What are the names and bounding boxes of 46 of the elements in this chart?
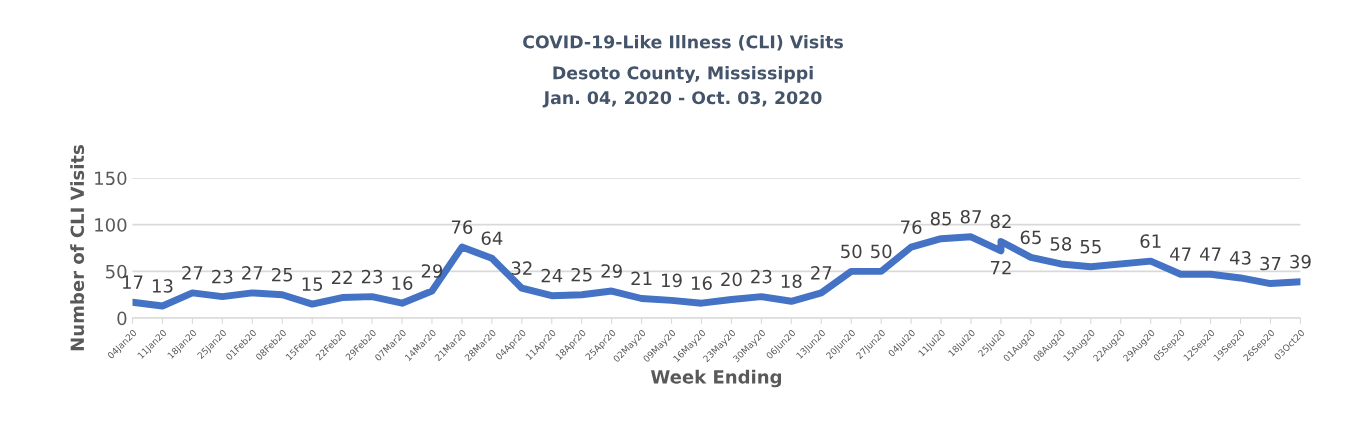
data-label: 50 xyxy=(841,244,862,259)
data-label: 82 xyxy=(990,214,1011,229)
data-label: 22 xyxy=(331,270,352,285)
data-label: 47 xyxy=(1199,247,1221,261)
data-label: 16 xyxy=(691,276,712,290)
data-label: 18 xyxy=(781,274,802,289)
data-label: 19 xyxy=(662,273,682,288)
data-label: 64 xyxy=(481,231,503,246)
y-tick-label: 0 xyxy=(117,311,127,326)
chart-subtitle: Desoto County, Mississippi Jan. 04, 2020 - Oct. 03, 2020 xyxy=(542,65,822,108)
data-label: 21 xyxy=(631,271,652,286)
data-label: 55 xyxy=(1080,240,1101,254)
data-label: 76 xyxy=(901,220,922,234)
y-axis-title: Number of CLI Visits xyxy=(70,145,85,351)
data-label: 25 xyxy=(571,267,592,282)
data-label: 61 xyxy=(1140,234,1161,248)
data-label: 20 xyxy=(721,272,742,287)
data-label: 29 xyxy=(601,264,622,278)
data-label: 50 xyxy=(871,244,892,259)
data-label: 13 xyxy=(152,279,173,293)
data-label: 87 xyxy=(960,209,981,224)
data-label: 58 xyxy=(1050,237,1072,251)
data-label: 27 xyxy=(182,266,203,280)
data-label: 16 xyxy=(392,276,413,290)
data-label: 43 xyxy=(1229,251,1251,265)
data-label: 37 xyxy=(1260,256,1281,271)
data-label: 76 xyxy=(451,220,473,234)
data-label: 65 xyxy=(1020,230,1041,245)
data-label: 85 xyxy=(930,211,951,226)
data-label: 23 xyxy=(212,269,233,284)
chart-title: COVID-19-Like Illness (CLI) Visits xyxy=(523,35,843,51)
data-label: 25 xyxy=(272,267,293,282)
data-label: 32 xyxy=(511,261,532,275)
x-axis-title: Week Ending xyxy=(650,369,782,388)
data-label: 47 xyxy=(1170,247,1191,261)
y-tick-label: 150 xyxy=(95,171,127,186)
data-label: 72 xyxy=(990,260,1011,275)
data-label: 23 xyxy=(361,269,383,284)
data-label: 23 xyxy=(751,269,772,284)
data-label: 24 xyxy=(541,268,563,283)
y-tick-label: 100 xyxy=(95,218,127,232)
data-label: 29 xyxy=(421,264,443,278)
data-label: 15 xyxy=(302,277,323,291)
data-label: 27 xyxy=(811,266,832,280)
data-label: 27 xyxy=(242,266,263,280)
data-label: 39 xyxy=(1290,254,1311,269)
